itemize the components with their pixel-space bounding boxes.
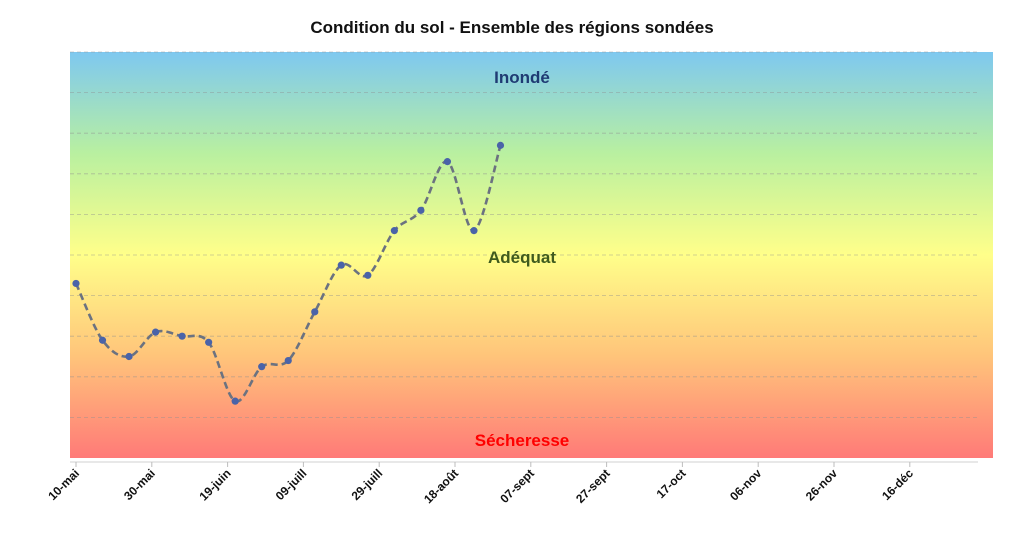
zone-label-drought: Sécheresse [475, 431, 570, 450]
series-line [74, 144, 502, 403]
data-point [417, 206, 425, 214]
data-point [443, 158, 452, 166]
x-tick-label: 30-mai [121, 466, 158, 503]
x-tick-label: 19-juin [196, 466, 233, 503]
x-tick-label: 16-déc [879, 466, 916, 503]
data-point [496, 141, 505, 149]
x-tick-label: 07-sept [497, 466, 537, 506]
data-point [178, 332, 186, 340]
x-tick-label: 26-nov [803, 466, 840, 503]
data-point [231, 397, 239, 405]
data-point [258, 363, 266, 371]
data-point [364, 271, 372, 279]
plot-background [70, 52, 993, 458]
data-point [311, 308, 319, 316]
data-point [284, 356, 292, 365]
data-point [151, 328, 160, 336]
zone-label-adequate: Adéquat [488, 248, 556, 267]
data-point [72, 279, 80, 288]
x-tick-label: 18-août [421, 466, 461, 506]
x-tick-label: 27-sept [573, 466, 613, 506]
data-point [205, 338, 213, 346]
data-point [98, 336, 107, 344]
chart-title: Condition du sol - Ensemble des régions … [310, 18, 714, 37]
data-point [470, 227, 478, 235]
data-point [390, 227, 398, 235]
grid-lines [70, 51, 978, 418]
data-point [337, 261, 345, 269]
x-tick-label: 09-juill [273, 466, 310, 503]
x-axis: 10-mai 30-mai 19-juin 09-juill 29-juill 18-ao… [45, 462, 916, 506]
x-tick-label: 06-nov [727, 466, 764, 503]
data-point [125, 352, 133, 361]
x-tick-label: 29-juill [349, 466, 386, 503]
zone-label-flooded: Inondé [494, 68, 550, 87]
series-soil-condition [72, 141, 505, 405]
x-tick-label: 10-mai [45, 466, 82, 503]
x-tick-label: 17-oct [654, 466, 689, 501]
